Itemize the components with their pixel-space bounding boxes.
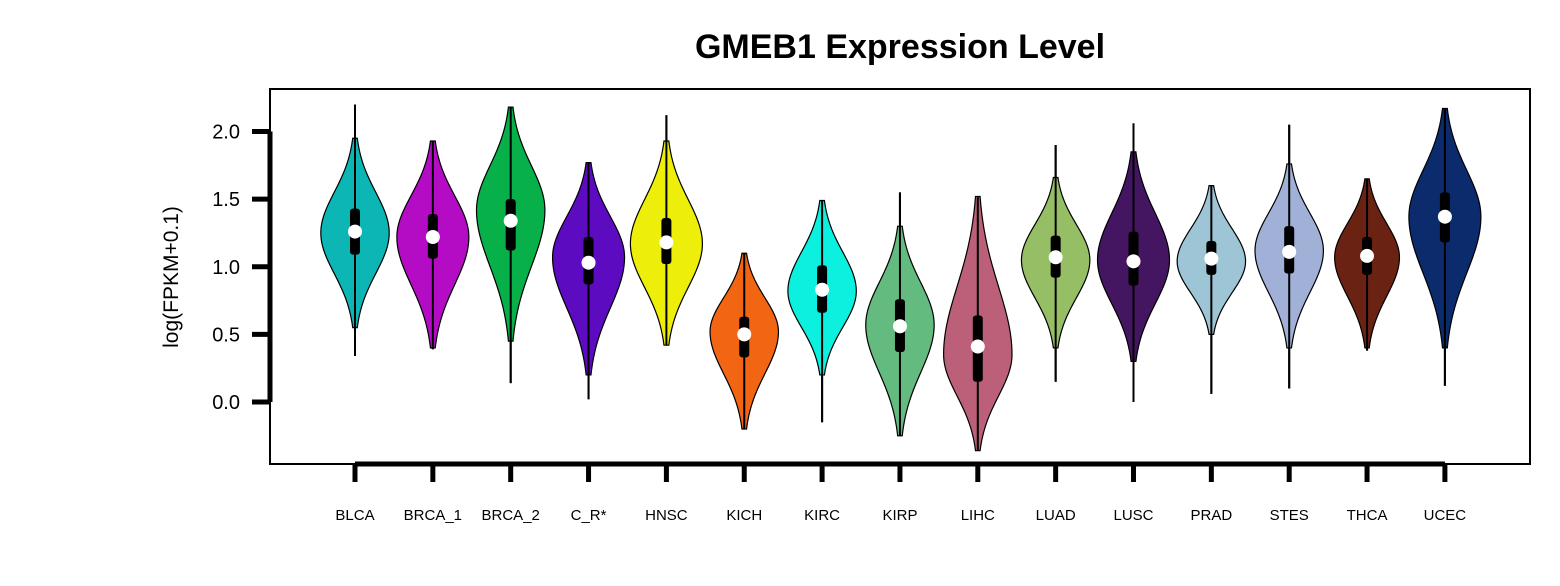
violin-median-dot xyxy=(659,235,674,250)
x-tick-label: THCA xyxy=(1347,507,1388,524)
violin-median-dot xyxy=(581,255,596,270)
violin-hnsc xyxy=(629,115,704,346)
violin-median-dot xyxy=(1360,248,1375,263)
violin-median-dot xyxy=(348,224,362,239)
x-tick-label: C_R* xyxy=(571,507,607,524)
x-tick-label: BRCA_2 xyxy=(482,507,540,524)
x-axis: BLCA BRCA_1 BRCA_2 C_R* HNSC KICH KIRC KIRP LIHC… xyxy=(335,461,1467,524)
violin-median-dot xyxy=(1282,244,1297,259)
violin-kirp xyxy=(865,192,935,437)
violin-median-dot xyxy=(892,319,907,334)
violin-stes xyxy=(1254,124,1324,389)
violin-prad xyxy=(1176,185,1247,394)
x-tick-label: KIRP xyxy=(882,507,917,524)
y-tick-label: 1.0 xyxy=(212,257,240,279)
y-tick-label: 1.5 xyxy=(212,189,240,211)
y-tick-label: 0.5 xyxy=(212,324,240,346)
violin-brca-2 xyxy=(475,106,546,384)
x-tick-label: LUSC xyxy=(1113,507,1153,524)
violin-lihc xyxy=(943,195,1013,452)
violin-median-dot xyxy=(425,229,440,244)
violin-median-dot xyxy=(815,282,830,297)
x-tick-label: UCEC xyxy=(1424,507,1467,524)
violin-kirc xyxy=(787,199,857,423)
x-tick-label: LIHC xyxy=(961,507,995,524)
violin-median-dot xyxy=(970,339,985,354)
violin-ucec xyxy=(1408,107,1482,386)
violin-c-r- xyxy=(551,162,626,400)
x-tick-label: HNSC xyxy=(645,507,688,524)
violin-brca-1 xyxy=(396,140,470,350)
x-tick-label: KICH xyxy=(726,507,762,524)
violin-median-dot xyxy=(1126,254,1141,269)
x-tick-label: KIRC xyxy=(804,507,840,524)
x-tick-label: LUAD xyxy=(1036,507,1076,524)
x-tick-label: STES xyxy=(1270,507,1309,524)
chart-title: GMEB1 Expression Level xyxy=(695,28,1105,66)
x-tick-label: BLCA xyxy=(335,507,374,524)
violins-group xyxy=(320,104,1482,452)
violin-lusc xyxy=(1096,123,1171,402)
violin-median-dot xyxy=(503,213,518,228)
violin-median-dot xyxy=(1048,250,1063,265)
violin-luad xyxy=(1020,145,1091,382)
y-tick-label: 2.0 xyxy=(212,122,240,144)
x-tick-label: PRAD xyxy=(1191,507,1233,524)
violin-kich xyxy=(709,252,780,430)
y-tick-label: 0.0 xyxy=(212,392,240,414)
violin-blca xyxy=(320,104,390,357)
violin-median-dot xyxy=(1204,251,1219,266)
y-axis: 0.0 0.5 1.0 1.5 2.0 xyxy=(212,122,273,414)
violin-median-dot xyxy=(1437,209,1452,224)
x-tick-label: BRCA_1 xyxy=(404,507,462,524)
violin-median-dot xyxy=(737,327,752,342)
y-axis-label: log(FPKM+0.1) xyxy=(160,206,183,348)
violin-thca xyxy=(1334,178,1401,351)
